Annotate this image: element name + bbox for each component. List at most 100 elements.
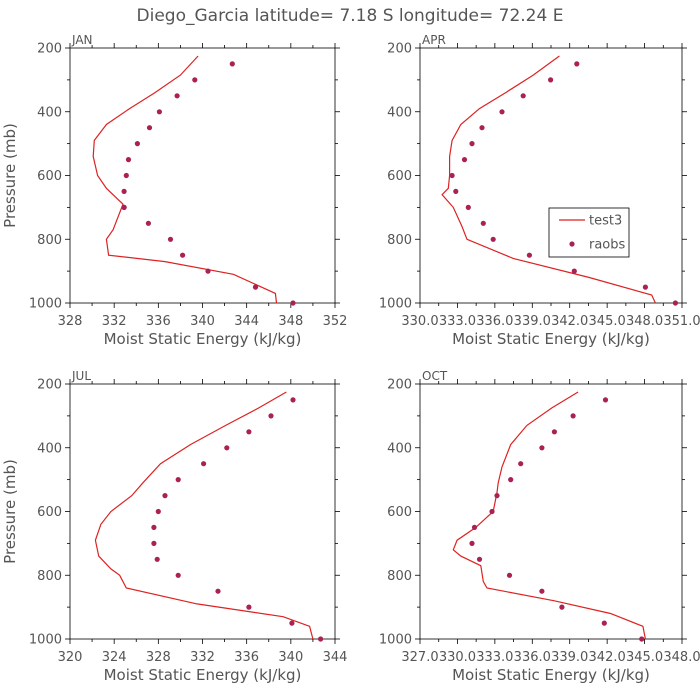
series-points-raobs <box>121 61 296 306</box>
y-tick-label: 200 <box>387 42 412 57</box>
data-point <box>174 93 180 99</box>
data-point <box>476 556 483 562</box>
data-point <box>601 620 607 626</box>
x-tick-label: 345.0 <box>626 650 663 665</box>
x-tick-label: 351.0 <box>663 314 700 329</box>
y-tick-label: 800 <box>387 233 412 248</box>
x-axis-label: Moist Static Energy (kJ/kg) <box>104 666 302 684</box>
y-tick-label: 200 <box>37 42 62 57</box>
data-point <box>520 93 526 99</box>
x-tick-label: 327.0 <box>401 650 438 665</box>
x-tick-label: 348 <box>278 314 303 329</box>
x-tick-label: 342.0 <box>551 314 588 329</box>
data-point <box>151 540 157 547</box>
x-tick-label: 339.0 <box>514 314 551 329</box>
data-point <box>154 556 160 562</box>
series-line-test3 <box>94 391 314 640</box>
x-tick-label: 333.0 <box>439 314 476 329</box>
x-tick-label: 340 <box>190 314 215 329</box>
legend-label: raobs <box>589 238 626 253</box>
plot-frame <box>69 383 336 640</box>
data-point <box>167 236 174 242</box>
y-tick-label: 800 <box>37 569 62 584</box>
data-point <box>146 125 153 131</box>
data-point <box>490 236 496 242</box>
data-point <box>642 284 649 290</box>
y-tick-label: 400 <box>37 441 62 456</box>
y-tick-label: 800 <box>387 569 412 584</box>
y-axis-label: Pressure (mb) <box>1 123 19 228</box>
data-point <box>559 604 565 610</box>
panel-jan: JAN 200 400 600 800 1000 328 332 336 340 344 348 352… <box>1 33 347 348</box>
x-axis-label: Moist Static Energy (kJ/kg) <box>452 666 650 684</box>
x-tick-label: 330.0 <box>439 650 476 665</box>
data-point <box>672 300 679 306</box>
y-tick-label: 400 <box>37 105 62 120</box>
y-tick-label: 800 <box>37 233 62 248</box>
data-point <box>175 572 181 578</box>
data-point <box>134 141 140 147</box>
series-line-test3 <box>452 391 646 640</box>
data-point <box>449 172 455 179</box>
data-point <box>289 620 295 626</box>
data-point <box>548 77 554 83</box>
x-tick-label: 342.0 <box>589 650 626 665</box>
x-tick-label: 336 <box>146 314 171 329</box>
series-points-raobs <box>151 397 324 642</box>
y-axis-label: Pressure (mb) <box>1 459 19 564</box>
data-point <box>205 268 211 274</box>
series-line-test3 <box>441 55 656 304</box>
panel-label: APR <box>422 33 446 47</box>
x-axis-label: Moist Static Energy (kJ/kg) <box>452 330 650 348</box>
data-point <box>155 508 161 515</box>
x-tick-label: 328 <box>58 314 83 329</box>
data-point <box>494 493 500 499</box>
x-tick-label: 330.0 <box>401 314 438 329</box>
data-point <box>180 252 186 258</box>
data-point <box>508 477 514 483</box>
data-point <box>246 604 252 610</box>
data-point <box>453 188 459 194</box>
data-point <box>125 157 132 163</box>
x-tick-label: 336.0 <box>476 314 513 329</box>
data-point <box>465 204 471 210</box>
y-tick-label: 200 <box>37 378 62 393</box>
series-points-raobs <box>449 61 679 306</box>
data-point <box>526 252 533 258</box>
data-point <box>639 636 645 642</box>
series-line-test3 <box>92 55 278 304</box>
y-tick-label: 400 <box>387 441 412 456</box>
data-point <box>268 413 274 419</box>
x-tick-label: 336.0 <box>514 650 551 665</box>
data-point <box>539 445 545 451</box>
data-point <box>123 172 129 179</box>
x-tick-label: 333.0 <box>476 650 513 665</box>
data-point <box>479 125 485 131</box>
x-axis-label: Moist Static Energy (kJ/kg) <box>104 330 302 348</box>
figure-title: Diego_Garcia latitude= 7.18 S longitude=… <box>137 6 564 26</box>
x-tick-label: 332 <box>102 314 127 329</box>
data-point <box>121 188 127 194</box>
panel-label: JAN <box>71 33 93 47</box>
x-tick-label: 352 <box>323 314 348 329</box>
data-point <box>246 429 252 435</box>
data-point <box>571 268 577 274</box>
data-point <box>489 508 495 515</box>
y-tick-label: 1000 <box>29 633 62 648</box>
legend-label: test3 <box>589 214 622 229</box>
x-tick-label: 339.0 <box>551 650 588 665</box>
data-point <box>518 461 524 467</box>
data-point <box>192 77 198 83</box>
legend: test3 raobs <box>548 207 630 258</box>
data-point <box>602 397 609 403</box>
y-tick-label: 600 <box>37 169 62 184</box>
x-tick-label: 344 <box>234 314 259 329</box>
x-tick-label: 340 <box>278 650 303 665</box>
panel-jul: JUL 200 400 600 800 1000 320 324 328 332 336 340 344… <box>1 369 347 684</box>
data-point <box>215 588 221 594</box>
legend-point-swatch <box>569 241 575 247</box>
data-point <box>499 109 505 115</box>
data-point <box>229 61 235 67</box>
